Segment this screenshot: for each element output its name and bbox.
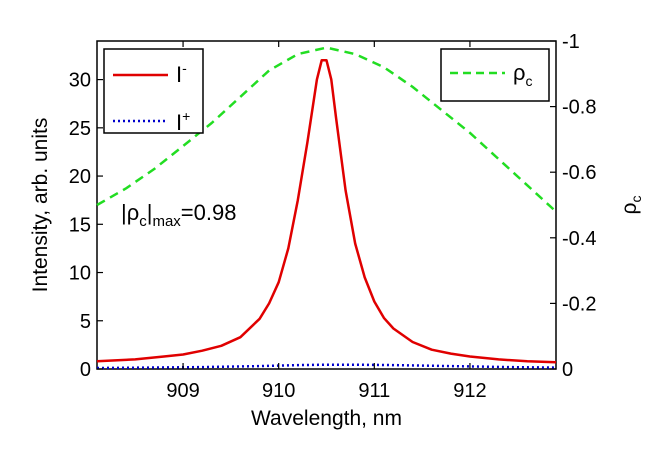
- x-axis-ticks: 909 910 911 912: [166, 41, 487, 402]
- legend-i-plus-sup: +: [182, 108, 190, 124]
- annotation-sub-max: max: [152, 213, 181, 230]
- x-tick-label: 909: [166, 380, 199, 402]
- x-tick-label: 910: [262, 380, 295, 402]
- legend-left: I- I+: [103, 48, 204, 135]
- y-left-tick-label: 0: [80, 359, 91, 381]
- x-tick-label: 912: [453, 380, 486, 402]
- legend-i-minus-name: I: [176, 62, 182, 87]
- annotation-value: =0.98: [181, 200, 237, 225]
- y-left-tick-label: 30: [69, 70, 91, 92]
- y-right-axis-title: ρc: [618, 196, 644, 215]
- y-right-tick-label: -0.4: [562, 228, 596, 250]
- max-rho-annotation: |ρc|max=0.98: [121, 200, 236, 230]
- legend-right-box: [440, 48, 550, 102]
- y-left-axis-ticks: 0 5 10 15 20 25 30: [69, 70, 103, 381]
- legend-rho-c-name: ρ: [513, 60, 526, 85]
- y-right-tick-label: -0.2: [562, 293, 596, 315]
- y-left-axis-title: Intensity, arb. units: [29, 118, 52, 293]
- legend-label-i-plus: I+: [176, 108, 190, 135]
- legend-i-minus-sup: -: [182, 60, 187, 76]
- y-left-tick-label: 20: [69, 166, 91, 188]
- y-right-title-sub: c: [628, 196, 644, 203]
- annotation-open: |ρ: [121, 200, 139, 225]
- legend-right: ρc: [440, 48, 550, 102]
- y-right-axis-ticks: 0 -0.2 -0.4 -0.6 -0.8 -1: [550, 31, 596, 381]
- series-line--c-2: [96, 46, 557, 213]
- legend-i-plus-name: I: [176, 110, 182, 135]
- legend-label-i-minus: I-: [176, 60, 187, 87]
- x-axis-title: Wavelength, nm: [251, 407, 402, 430]
- annotation-close: |: [147, 200, 153, 225]
- y-left-tick-label: 15: [69, 214, 91, 236]
- y-left-tick-label: 25: [69, 118, 91, 140]
- legend-label-rho-c: ρc: [513, 60, 533, 89]
- y-right-tick-label: -0.8: [562, 97, 596, 119]
- legend-left-box: [103, 48, 204, 134]
- y-right-title-main: ρ: [618, 202, 641, 214]
- x-tick-label: 911: [358, 380, 390, 402]
- y-right-tick-label: -0.6: [562, 162, 596, 184]
- y-right-tick-label: -1: [562, 31, 580, 53]
- legend-rho-c-sub: c: [526, 73, 533, 89]
- y-left-tick-label: 5: [80, 311, 91, 333]
- y-left-tick-label: 10: [69, 263, 91, 285]
- annotation-sub-c: c: [139, 213, 147, 230]
- y-right-tick-label: 0: [562, 359, 573, 381]
